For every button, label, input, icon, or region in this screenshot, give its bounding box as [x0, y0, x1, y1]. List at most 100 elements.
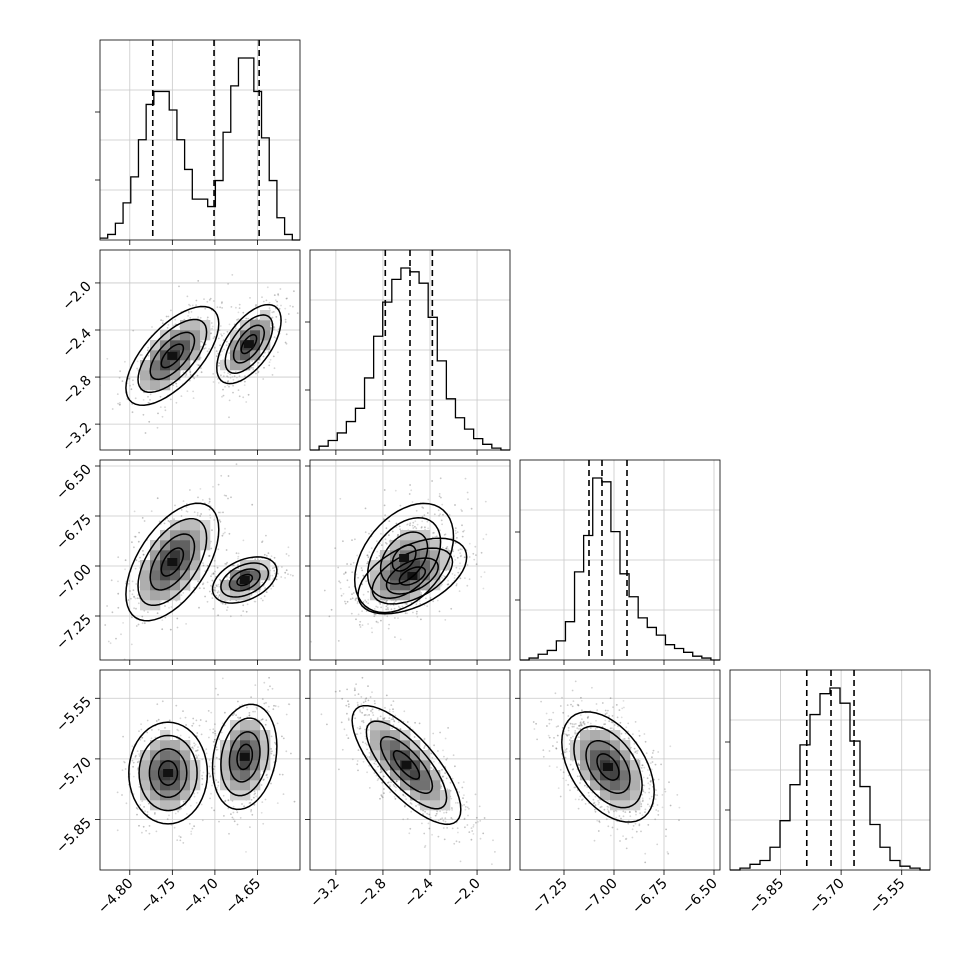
density-peak: [167, 558, 178, 566]
sample-point: [135, 807, 138, 809]
sample-point: [365, 580, 367, 583]
sample-point: [222, 339, 225, 342]
sample-point: [353, 689, 356, 692]
sample-point: [381, 795, 383, 798]
sample-point: [454, 504, 456, 506]
sample-point: [454, 765, 456, 768]
sample-point: [274, 705, 277, 707]
density-cell: [180, 360, 191, 371]
sample-point: [276, 300, 278, 303]
sample-point: [217, 548, 220, 551]
sample-point: [346, 688, 348, 691]
sample-point: [213, 589, 216, 591]
sample-point: [388, 710, 391, 713]
sample-point: [218, 511, 220, 514]
sample-point: [202, 562, 204, 564]
sample-point: [236, 823, 239, 826]
sample-point: [232, 384, 235, 387]
sample-point: [384, 514, 386, 517]
sample-point: [186, 510, 189, 513]
contour-line: [149, 533, 196, 591]
sample-point: [229, 373, 232, 376]
density-cell: [420, 550, 431, 561]
density-cell: [230, 580, 241, 591]
sample-point: [471, 830, 474, 832]
sample-point: [199, 719, 202, 721]
sample-point: [106, 357, 109, 360]
sample-point: [135, 559, 138, 562]
sample-point: [142, 399, 145, 401]
sample-point: [397, 605, 400, 608]
sample-point: [371, 691, 373, 694]
sample-point: [399, 607, 401, 610]
sample-point: [212, 337, 215, 340]
sample-point: [228, 532, 231, 535]
sample-point: [190, 830, 193, 833]
sample-point: [219, 511, 222, 514]
sample-point: [185, 510, 188, 513]
sample-point: [460, 554, 463, 557]
sample-point: [195, 719, 198, 722]
sample-point: [367, 602, 370, 605]
sample-point: [383, 489, 386, 491]
sample-point: [386, 615, 389, 618]
sample-point: [467, 814, 469, 817]
sample-point: [447, 727, 449, 729]
sample-point: [212, 608, 215, 610]
density-cell: [170, 570, 181, 581]
sample-point: [263, 553, 266, 556]
sample-point: [124, 568, 126, 571]
sample-point: [237, 564, 239, 567]
sample-point: [436, 599, 439, 602]
density-cell: [260, 330, 271, 341]
sample-point: [452, 550, 454, 553]
sample-point: [202, 582, 205, 585]
sample-point: [107, 640, 110, 643]
sample-point: [218, 595, 221, 597]
sample-point: [240, 614, 243, 617]
sample-point: [280, 576, 283, 578]
sample-point: [338, 690, 341, 692]
sample-point: [208, 299, 211, 301]
sample-point: [482, 587, 485, 590]
sample-point: [454, 559, 457, 561]
sample-point: [385, 605, 388, 608]
sample-point: [106, 605, 108, 607]
sample-point: [151, 326, 153, 328]
sample-point: [150, 510, 153, 513]
sample-point: [135, 607, 137, 610]
sample-point: [399, 504, 402, 507]
sample-point: [201, 499, 204, 501]
sample-point: [187, 310, 190, 313]
sample-point: [453, 555, 455, 557]
sample-point: [193, 586, 196, 589]
sample-point: [405, 602, 408, 605]
sample-point: [131, 541, 133, 544]
sample-point: [210, 792, 212, 795]
sample-point: [453, 577, 456, 579]
sample-point: [463, 529, 466, 532]
sample-point: [438, 514, 440, 517]
sample-point: [442, 574, 444, 577]
sample-point: [161, 619, 164, 621]
density-cell: [260, 560, 271, 571]
sample-point: [409, 524, 411, 527]
sample-point: [179, 836, 182, 839]
sample-point: [371, 631, 373, 634]
sample-point: [423, 846, 426, 848]
sample-point: [277, 705, 280, 708]
sample-point: [432, 600, 435, 603]
sample-point: [175, 382, 178, 385]
sample-point: [379, 797, 381, 800]
sample-point: [334, 547, 337, 550]
sample-point: [453, 574, 456, 577]
sample-point: [131, 745, 134, 748]
sample-point: [242, 539, 245, 542]
sample-point: [142, 553, 145, 556]
sample-point: [273, 569, 276, 572]
sample-point: [242, 396, 245, 399]
sample-point: [209, 728, 212, 731]
density-cell: [150, 380, 161, 391]
sample-point: [141, 622, 144, 625]
density-cell: [430, 580, 441, 591]
